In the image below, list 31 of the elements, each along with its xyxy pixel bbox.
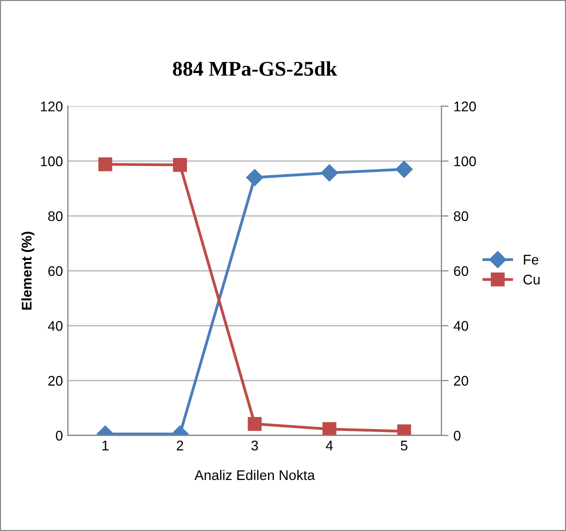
x-axis-title: Analiz Edilen Nokta [194,470,315,480]
x-tick-label: 5 [400,440,408,450]
y-tick-label: 40 [48,321,63,331]
x-tick-label: 1 [102,440,108,450]
y2-tick-label: 40 [454,321,468,331]
y-tick-label: 20 [48,376,63,386]
y2-tick-label: 0 [454,430,460,441]
chart-title: 884 MPa-GS-25dk [172,61,338,76]
x-tick-label: 3 [251,440,258,450]
point [248,416,262,431]
y2-tick-label: 60 [454,266,468,276]
point [98,157,112,172]
point [173,158,187,172]
y-tick-label: 0 [56,430,63,441]
point [320,164,338,182]
y2-tick-label: 80 [454,211,468,222]
y2-tick-label: 20 [454,376,468,386]
point [246,168,264,186]
y-tick-label: 100 [40,156,63,166]
legend-label: Fe [524,254,538,265]
x-tick-label: 2 [176,440,184,450]
y-tick-label: 80 [48,211,63,222]
point [396,160,413,178]
point [322,422,336,436]
legend-label: Cu [523,274,540,284]
y-tick-label: 60 [48,266,63,276]
y2-tick-label: 100 [454,156,476,166]
y-axis-title: Element (%) [21,232,34,310]
y2-tick-label: 120 [454,102,476,112]
x-tick-label: 4 [326,440,333,450]
y-tick-label: 120 [40,102,63,112]
